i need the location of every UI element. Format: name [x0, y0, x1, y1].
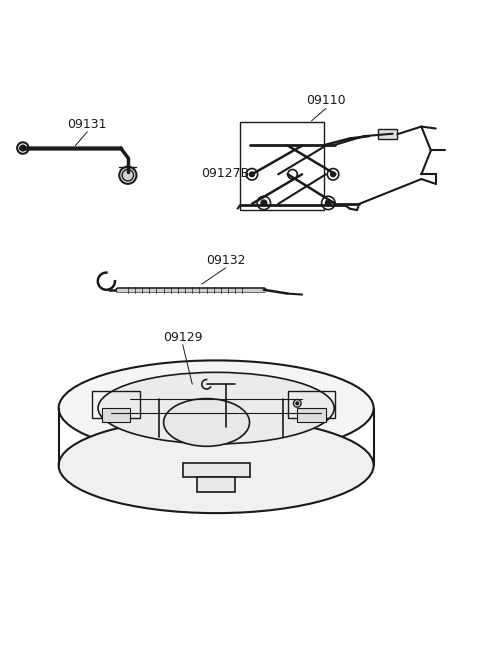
Circle shape	[122, 169, 133, 181]
Bar	[197, 477, 235, 492]
Bar	[288, 392, 336, 418]
Circle shape	[20, 145, 26, 151]
Circle shape	[325, 200, 331, 206]
Ellipse shape	[164, 398, 250, 446]
Circle shape	[327, 169, 339, 180]
Text: 09127B: 09127B	[201, 167, 250, 180]
Bar	[297, 408, 326, 422]
Circle shape	[261, 200, 267, 206]
Circle shape	[119, 167, 136, 184]
Bar	[378, 129, 397, 139]
Circle shape	[246, 169, 258, 180]
Text: 09131: 09131	[68, 118, 107, 131]
Circle shape	[17, 143, 29, 154]
Circle shape	[288, 169, 297, 179]
Circle shape	[322, 196, 335, 209]
Circle shape	[331, 172, 336, 177]
Ellipse shape	[98, 372, 334, 444]
Circle shape	[250, 172, 254, 177]
Circle shape	[257, 196, 271, 209]
Circle shape	[293, 400, 301, 407]
Bar	[102, 408, 130, 422]
Ellipse shape	[59, 360, 373, 456]
Bar	[183, 463, 250, 477]
Text: 09110: 09110	[306, 94, 346, 107]
Bar	[240, 122, 324, 210]
Bar	[92, 392, 140, 418]
Circle shape	[296, 402, 299, 405]
Text: 09129: 09129	[163, 331, 203, 344]
Ellipse shape	[59, 418, 373, 513]
Text: 09132: 09132	[206, 254, 245, 267]
